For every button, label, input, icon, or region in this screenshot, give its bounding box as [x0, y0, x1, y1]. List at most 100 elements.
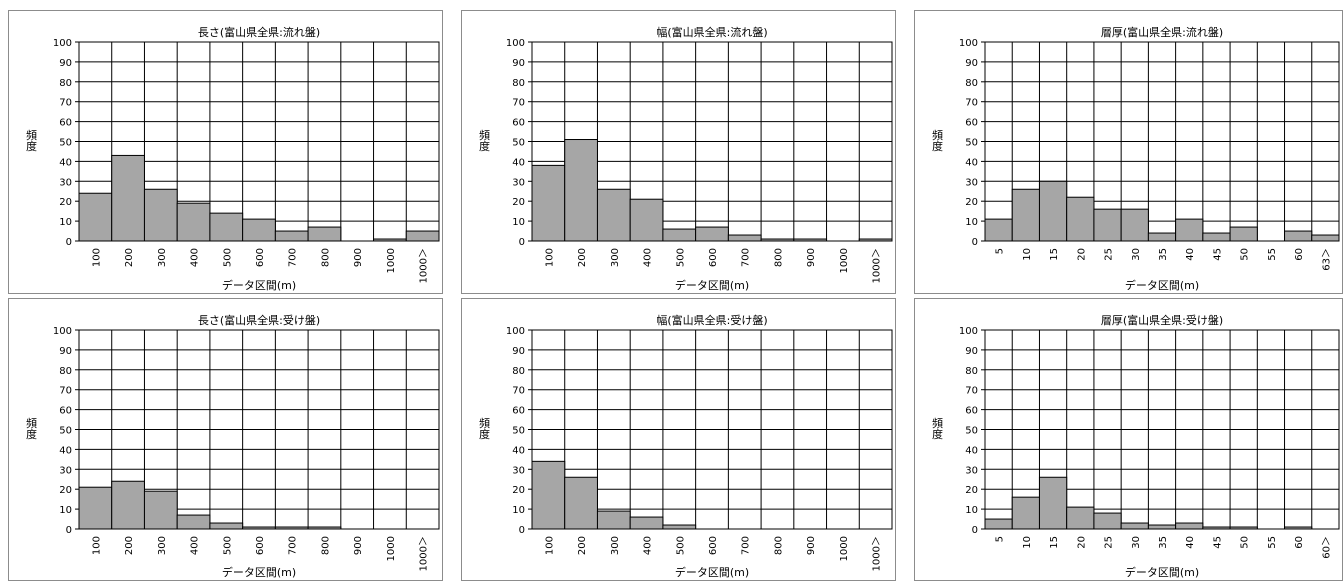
bar — [564, 476, 598, 530]
x-tick-label: 300 — [610, 536, 621, 555]
y-tick-label: 100 — [959, 326, 978, 337]
x-tick-label: 45 — [1212, 536, 1223, 549]
bar — [274, 230, 309, 242]
bar — [1202, 232, 1231, 242]
bar — [78, 192, 113, 242]
y-tick-label: 60 — [965, 406, 978, 417]
plot-frame — [531, 41, 893, 242]
x-tick-label: 700 — [741, 536, 752, 555]
bar — [1147, 232, 1177, 242]
y-tick-label: 0 — [66, 525, 72, 536]
bar — [209, 522, 244, 530]
y-tick-label: 10 — [512, 217, 525, 228]
y-tick-label: 70 — [965, 98, 978, 109]
x-tick-label: 60 — [1294, 248, 1305, 261]
x-tick-label: 800 — [773, 248, 784, 267]
y-tick-label: 40 — [965, 445, 978, 456]
y-tick-label: 90 — [59, 58, 72, 69]
chart-title: 幅(富山県全県:受け盤) — [656, 313, 767, 327]
y-tick-label: 60 — [59, 406, 72, 417]
plot-frame — [531, 329, 893, 530]
x-tick-label: 60 — [1294, 536, 1305, 549]
x-tick-label: 900 — [353, 248, 364, 267]
plot-frame — [78, 41, 440, 242]
x-tick-label: 1000 — [386, 248, 397, 273]
x-tick-label: 25 — [1104, 536, 1115, 549]
x-tick-label: 30 — [1131, 248, 1142, 261]
x-tick-label: 200 — [124, 248, 135, 267]
x-tick-label: 400 — [643, 536, 654, 555]
x-tick-label: 15 — [1049, 536, 1060, 549]
chart-title: 層厚(富山県全県:受け盤) — [1101, 313, 1223, 327]
chart-svg: 層厚(富山県全県:流れ盤) 0 10 20 30 40 50 60 70 80 90 100 5 10 15… — [931, 25, 1340, 292]
x-tick-label: 200 — [577, 536, 588, 555]
x-tick-label: 500 — [675, 248, 686, 267]
y-tick-label: 30 — [965, 465, 978, 476]
x-tick-label: 55 — [1267, 248, 1278, 261]
bar — [629, 516, 664, 530]
bar — [307, 226, 342, 242]
x-tick-label: 25 — [1104, 248, 1115, 261]
x-tick-label: 35 — [1158, 536, 1169, 549]
y-tick-label: 30 — [965, 177, 978, 188]
bar — [1229, 226, 1258, 242]
bar — [1284, 230, 1313, 242]
bar — [1147, 524, 1177, 530]
chart-svg: 幅(富山県全県:受け盤) 0 10 20 30 40 50 60 70 80 90 100 100 200… — [478, 313, 893, 579]
y-tick-label: 20 — [512, 485, 525, 496]
bar — [143, 188, 178, 242]
x-tick-label: 10 — [1022, 536, 1033, 549]
y-tick-label: 100 — [506, 38, 525, 49]
bar — [596, 188, 631, 242]
y-tick-label: 0 — [972, 525, 978, 536]
x-tick-label: 40 — [1185, 248, 1196, 261]
chart-title: 長さ(富山県全県:受け盤) — [198, 313, 320, 327]
y-tick-label: 0 — [519, 525, 525, 536]
y-tick-label: 50 — [59, 426, 72, 437]
bar — [984, 218, 1013, 242]
y-tick-label: 40 — [512, 445, 525, 456]
chart-panel-width-receive: 幅(富山県全県:受け盤) 0 10 20 30 40 50 60 70 80 90 100 100 200… — [461, 298, 896, 581]
y-tick-label: 80 — [512, 78, 525, 89]
x-tick-label: 40 — [1185, 536, 1196, 549]
x-tick-label: 1000 — [386, 536, 397, 561]
y-tick-label: 40 — [965, 157, 978, 168]
x-tick-label: 60＞ — [1321, 536, 1332, 559]
x-tick-label: 600 — [708, 536, 719, 555]
bar — [1120, 208, 1149, 242]
x-tick-label: 1000＞ — [872, 248, 883, 283]
y-tick-label: 0 — [519, 237, 525, 248]
y-tick-label: 90 — [965, 58, 978, 69]
chart-svg: 幅(富山県全県:流れ盤) 0 10 20 30 40 50 60 70 80 90 100 100 200… — [478, 25, 893, 292]
x-tick-label: 300 — [610, 248, 621, 267]
y-tick-label: 30 — [512, 465, 525, 476]
bar — [564, 139, 598, 242]
chart-title: 層厚(富山県全県:流れ盤) — [1101, 25, 1223, 39]
x-tick-label: 1000＞ — [419, 536, 430, 571]
x-tick-label: 5 — [995, 248, 1006, 254]
x-tick-label: 100 — [544, 536, 555, 555]
bar — [111, 154, 145, 242]
x-tick-label: 30 — [1131, 536, 1142, 549]
bar — [984, 518, 1013, 530]
x-tick-label: 1000＞ — [872, 536, 883, 571]
y-tick-label: 80 — [59, 78, 72, 89]
x-tick-label: 50 — [1240, 248, 1251, 261]
chart-svg: 層厚(富山県全県:受け盤) 0 10 20 30 40 50 60 70 80 90 100 5 10 15… — [931, 313, 1340, 579]
y-tick-label: 20 — [59, 197, 72, 208]
x-tick-label: 45 — [1212, 248, 1223, 261]
x-tick-label: 600 — [255, 248, 266, 267]
x-tick-label: 300 — [157, 248, 168, 267]
x-tick-label: 200 — [577, 248, 588, 267]
y-tick-label: 60 — [59, 118, 72, 129]
chart-panel-thickness-flow: 層厚(富山県全県:流れ盤) 0 10 20 30 40 50 60 70 80 90 100 5 10 15… — [914, 10, 1343, 294]
bar — [531, 460, 566, 530]
x-tick-label: 900 — [353, 536, 364, 555]
y-tick-label: 90 — [965, 346, 978, 357]
bar — [176, 514, 211, 530]
y-tick-label: 100 — [53, 326, 72, 337]
x-tick-label: 1000＞ — [419, 248, 430, 283]
y-tick-label: 70 — [59, 386, 72, 397]
bar — [78, 486, 113, 530]
